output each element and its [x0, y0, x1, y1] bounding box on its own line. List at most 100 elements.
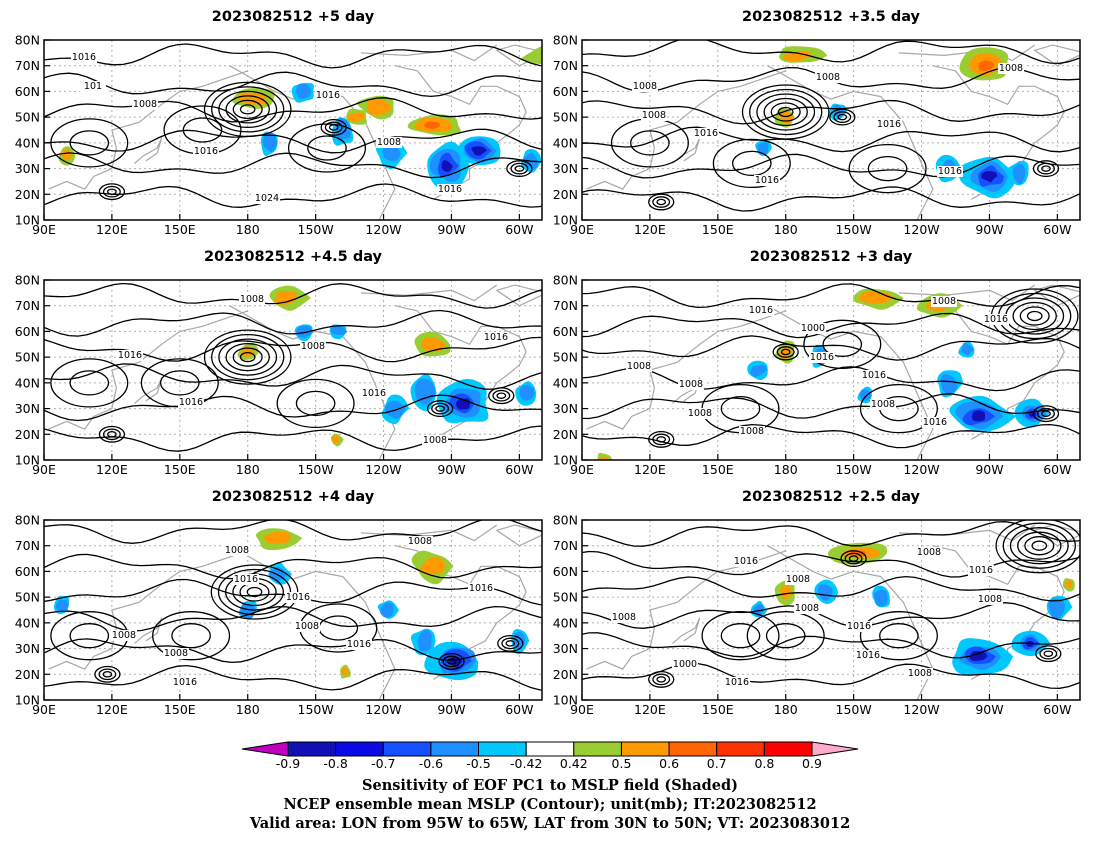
positive-sensitivity-core	[780, 584, 793, 600]
contour-label: 1008	[632, 81, 658, 92]
y-tick-label: 70N	[15, 538, 40, 553]
map-panel: 2023082512 +2.5 day 1016 1008 1016 1008 1016 1…	[553, 489, 1081, 717]
y-tick-label: 20N	[15, 187, 40, 202]
contour-label: 1008	[907, 668, 933, 679]
low-pressure-isobar	[1009, 527, 1069, 565]
low-pressure-isobar	[438, 652, 465, 670]
svg-text:1016: 1016	[923, 417, 947, 428]
low-pressure-isobar	[1024, 536, 1055, 556]
colorbar-label: 0.42	[560, 756, 588, 771]
panel-title: 2023082512 +3.5 day	[742, 9, 921, 25]
low-pressure-isobar	[246, 586, 263, 598]
svg-text:1008: 1008	[908, 668, 932, 679]
x-tick-label: 90W	[437, 702, 465, 717]
y-tick-label: 20N	[553, 667, 578, 682]
high-pressure-isobar	[171, 623, 211, 649]
low-pressure-isobar	[656, 198, 667, 206]
contour-label: 1008	[687, 408, 713, 419]
low-pressure-isobar	[656, 676, 667, 683]
x-tick-label: 180	[774, 222, 798, 237]
isobar	[44, 71, 542, 98]
caption-line-1: Sensitivity of EOF PC1 to MSLP field (Sh…	[362, 777, 738, 794]
coastline	[495, 284, 542, 307]
svg-text:1008: 1008	[301, 341, 325, 352]
colorbar-swatch	[621, 741, 670, 757]
contour-label: 1008	[794, 603, 820, 614]
negative-sensitivity-patch	[873, 589, 888, 607]
low-pressure-isobar	[102, 428, 121, 441]
contour-label: 1008	[111, 630, 137, 641]
positive-sensitivity-core	[366, 98, 392, 116]
colorbar-label: -0.5	[466, 756, 490, 771]
svg-text:1000: 1000	[673, 659, 697, 670]
low-pressure-isobar	[232, 99, 263, 120]
y-tick-label: 50N	[15, 590, 40, 605]
low-pressure-isobar	[1032, 160, 1060, 178]
coastline	[229, 65, 396, 220]
svg-text:1016: 1016	[72, 52, 96, 63]
x-tick-label: 120E	[96, 702, 128, 717]
negative-sensitivity-patch	[262, 132, 278, 153]
positive-sensitivity-core	[331, 435, 341, 443]
y-tick-label: 30N	[15, 401, 40, 416]
isobar	[582, 632, 1080, 659]
x-tick-label: 180	[236, 702, 260, 717]
isobar	[44, 664, 542, 691]
map-panel: 2023082512 +4.5 day 1016 1016 1008 1008 1016 1…	[15, 249, 543, 477]
negative-sensitivity-patch	[296, 83, 311, 100]
low-pressure-isobar	[510, 162, 529, 175]
x-tick-label: 150W	[298, 462, 334, 477]
y-tick-label: 80N	[553, 513, 578, 528]
negative-sensitivity-peak	[441, 160, 453, 172]
negative-sensitivity-patch	[414, 378, 436, 405]
y-tick-label: 40N	[553, 135, 578, 150]
map-panel: 2023082512 +3 day 1008 1008 1000 1016 1016 101…	[553, 249, 1081, 477]
contour-label: 1008	[678, 379, 704, 390]
colorbar-swatch	[763, 741, 813, 757]
colorbar-label: 0.6	[659, 756, 679, 771]
negative-sensitivity-patch	[817, 584, 833, 601]
low-pressure-isobar	[1041, 410, 1051, 417]
positive-sensitivity-core	[419, 556, 446, 575]
high-pressure-isobar	[159, 370, 200, 396]
caption-line-2: NCEP ensemble mean MSLP (Contour); unit(…	[283, 796, 816, 813]
isobar	[582, 521, 1080, 547]
contour-label: 1008	[376, 137, 402, 148]
isobar	[582, 126, 1080, 153]
svg-text:1000: 1000	[801, 323, 825, 334]
svg-text:1016: 1016	[734, 556, 758, 567]
y-tick-label: 60N	[15, 564, 40, 579]
y-tick-label: 30N	[15, 161, 40, 176]
low-pressure-isobar	[772, 343, 799, 361]
positive-sensitivity-core	[1064, 580, 1073, 588]
colorbar-swatch	[525, 741, 575, 757]
x-tick-label: 150E	[164, 702, 196, 717]
x-tick-label: 150W	[836, 222, 872, 237]
svg-text:1008: 1008	[133, 99, 157, 110]
isobar	[582, 153, 1080, 179]
colorbar-label: -0.8	[323, 756, 347, 771]
negative-sensitivity-patch	[55, 599, 70, 611]
positive-sensitivity-peak	[424, 121, 441, 129]
svg-text:1016: 1016	[118, 350, 142, 361]
high-pressure-isobar	[859, 383, 938, 434]
svg-text:1016: 1016	[984, 314, 1008, 325]
contour-label: 1016	[855, 650, 881, 661]
svg-text:1008: 1008	[688, 408, 712, 419]
low-pressure-isobar	[648, 193, 675, 211]
low-pressure-isobar	[995, 520, 1080, 574]
svg-text:1016: 1016	[969, 565, 993, 576]
negative-sensitivity-peak	[471, 146, 488, 156]
y-tick-label: 20N	[553, 187, 578, 202]
contour-label: 1016	[361, 388, 387, 399]
x-tick-label: 90W	[975, 462, 1003, 477]
x-tick-label: 150E	[164, 462, 196, 477]
svg-text:1016: 1016	[469, 583, 493, 594]
colorbar-label: -0.6	[419, 756, 443, 771]
low-pressure-isobar	[770, 102, 801, 122]
contour-label: 1016	[983, 314, 1009, 325]
y-tick-label: 60N	[15, 84, 40, 99]
contour-label: 101	[80, 81, 106, 92]
high-pressure-isobar	[701, 611, 780, 661]
map-panel: 2023082512 +3.5 day 1008 1016 1016 1008 1016 1…	[553, 9, 1081, 237]
